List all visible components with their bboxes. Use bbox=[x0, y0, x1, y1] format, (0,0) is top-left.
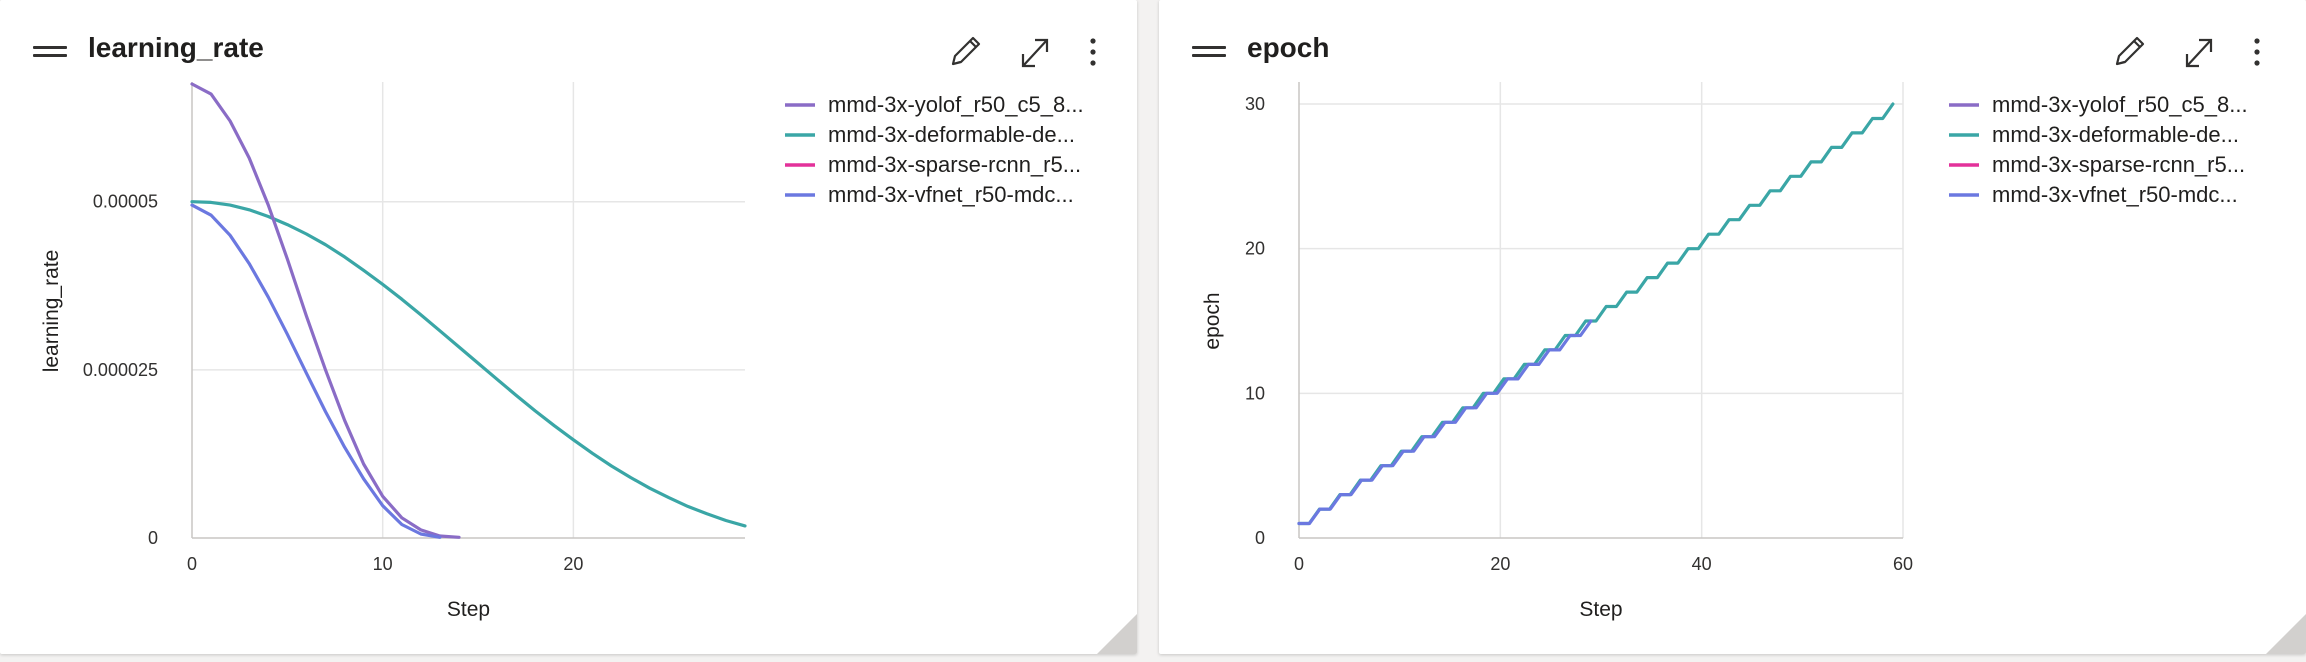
line-chart-epoch: 0 20 40 60 0 10 20 30 Step epoch mmd-3x-yolof_r50_… bbox=[1201, 82, 2248, 621]
legend-label: mmd-3x-deformable-de... bbox=[828, 122, 1075, 147]
resize-handle[interactable] bbox=[2266, 614, 2306, 654]
x-axis-label: Step bbox=[447, 598, 490, 621]
y-tick-label: 0 bbox=[1255, 528, 1265, 548]
legend: mmd-3x-yolof_r50_c5_8... mmd-3x-deformabl… bbox=[1949, 92, 2248, 207]
x-tick-label: 0 bbox=[1294, 554, 1304, 574]
y-tick-label: 0.00005 bbox=[93, 192, 158, 212]
drag-handle-icon[interactable] bbox=[33, 40, 67, 64]
grid bbox=[192, 82, 745, 538]
series-line-3 bbox=[1297, 319, 1593, 526]
legend-label: mmd-3x-sparse-rcnn_r5... bbox=[1992, 152, 2245, 177]
x-tick-label: 20 bbox=[563, 554, 583, 574]
x-axis-label: Step bbox=[1579, 598, 1622, 621]
resize-handle[interactable] bbox=[1097, 614, 1137, 654]
series-line-1 bbox=[1297, 102, 1895, 526]
grid bbox=[1299, 82, 1904, 538]
x-tick-label: 20 bbox=[1490, 554, 1510, 574]
legend-label: mmd-3x-vfnet_r50-mdc... bbox=[828, 182, 1074, 207]
y-tick-label: 20 bbox=[1245, 239, 1265, 259]
x-tick-label: 60 bbox=[1893, 554, 1913, 574]
y-tick-label: 0.000025 bbox=[83, 360, 158, 380]
card-title: learning_rate bbox=[88, 32, 264, 63]
expand-icon[interactable] bbox=[2179, 30, 2219, 74]
legend-label: mmd-3x-vfnet_r50-mdc... bbox=[1992, 182, 2238, 207]
y-tick-label: 0 bbox=[148, 528, 158, 548]
series-line-1 bbox=[190, 200, 747, 528]
pencil-icon[interactable] bbox=[2109, 30, 2149, 74]
chart-card-epoch: epoch 0 20 40 60 0 10 20 30 Step epoch mmd-3x-yolo… bbox=[1159, 0, 2306, 654]
legend-label: mmd-3x-sparse-rcnn_r5... bbox=[828, 152, 1081, 177]
y-axis-label: epoch bbox=[1201, 292, 1224, 349]
y-tick-label: 10 bbox=[1245, 383, 1265, 403]
drag-handle-icon[interactable] bbox=[1192, 40, 1226, 64]
x-tick-label: 10 bbox=[373, 554, 393, 574]
legend-label: mmd-3x-yolof_r50_c5_8... bbox=[1992, 92, 2248, 117]
chart-card-learning-rate: learning_rate 0 10 20 0 0.000025 0.00005 Step l… bbox=[0, 0, 1137, 654]
legend-label: mmd-3x-deformable-de... bbox=[1992, 122, 2239, 147]
x-tick-label: 40 bbox=[1692, 554, 1712, 574]
x-tick-label: 0 bbox=[187, 554, 197, 574]
series-line-3 bbox=[190, 203, 442, 539]
card-title: epoch bbox=[1247, 32, 1330, 63]
legend-label: mmd-3x-yolof_r50_c5_8... bbox=[828, 92, 1084, 117]
line-chart-learning-rate: 0 10 20 0 0.000025 0.00005 Step learning_rate mm… bbox=[40, 82, 1084, 621]
more-vertical-icon[interactable] bbox=[1073, 30, 1113, 74]
legend: mmd-3x-yolof_r50_c5_8... mmd-3x-deformabl… bbox=[785, 92, 1084, 207]
y-axis-label: learning_rate bbox=[40, 250, 63, 373]
y-tick-label: 30 bbox=[1245, 94, 1265, 114]
series-line-0 bbox=[190, 82, 461, 539]
more-vertical-icon[interactable] bbox=[2237, 30, 2277, 74]
expand-icon[interactable] bbox=[1015, 30, 1055, 74]
pencil-icon[interactable] bbox=[945, 30, 985, 74]
